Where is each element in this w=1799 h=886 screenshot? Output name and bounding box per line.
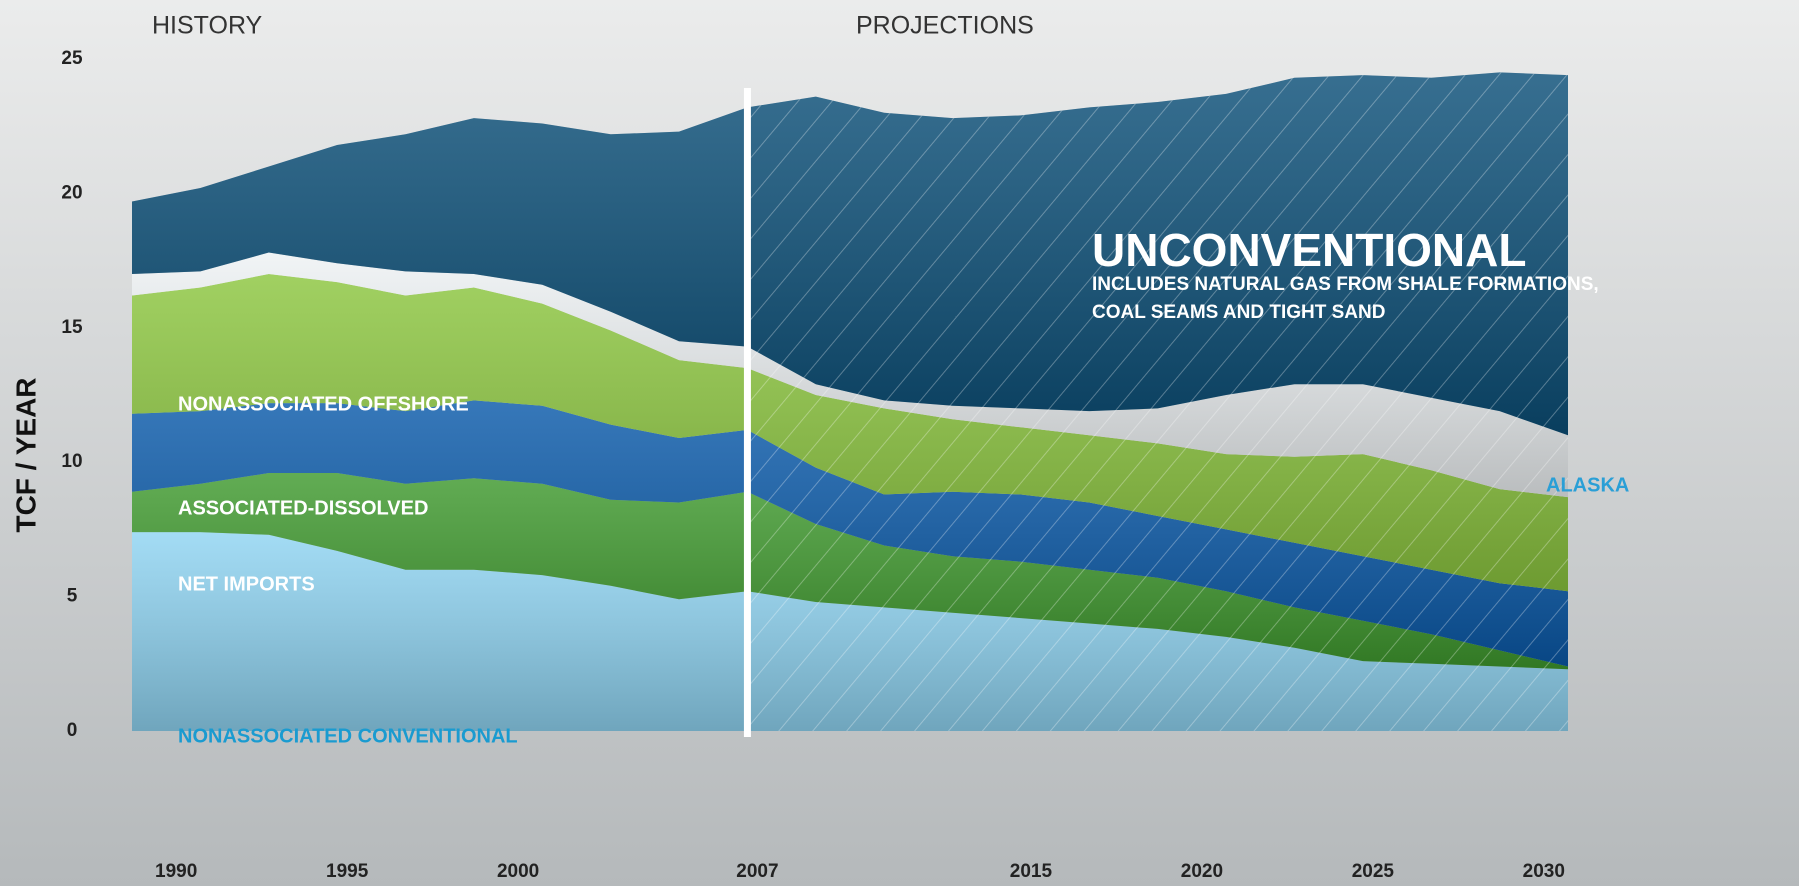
x-tick-label: 2015 (1010, 861, 1053, 882)
plot (132, 72, 1568, 737)
x-tick-label: 2025 (1352, 861, 1395, 882)
annotation: INCLUDES NATURAL GAS FROM SHALE FORMATIO… (1092, 274, 1599, 295)
y-axis-label: TCF / YEAR (10, 377, 41, 532)
section-label: HISTORY (152, 12, 263, 40)
x-tick-label: 2020 (1181, 861, 1223, 882)
x-tick-label: 2030 (1523, 861, 1565, 882)
x-tick-label: 1990 (155, 861, 197, 882)
y-tick-label: 20 (61, 182, 82, 203)
y-tick-label: 5 (67, 586, 78, 607)
series-label: NONASSOCIATED CONVENTIONAL (178, 725, 518, 747)
series-label: ALASKA (1546, 474, 1629, 496)
section-label: PROJECTIONS (856, 12, 1034, 40)
y-tick-label: 0 (67, 720, 78, 741)
series-label: UNCONVENTIONAL (1092, 224, 1526, 276)
series-label: ASSOCIATED-DISSOLVED (178, 497, 428, 519)
series-label: NONASSOCIATED OFFSHORE (178, 393, 469, 415)
hatch (747, 72, 1568, 731)
x-tick-label: 2007 (736, 861, 778, 882)
y-tick-label: 10 (61, 451, 82, 472)
series-label: NET IMPORTS (178, 573, 315, 595)
annotation: COAL SEAMS AND TIGHT SAND (1092, 302, 1385, 323)
x-tick-label: 2000 (497, 861, 539, 882)
y-tick-label: 15 (61, 317, 83, 338)
x-tick-label: 1995 (326, 861, 369, 882)
y-tick-label: 25 (61, 48, 83, 69)
